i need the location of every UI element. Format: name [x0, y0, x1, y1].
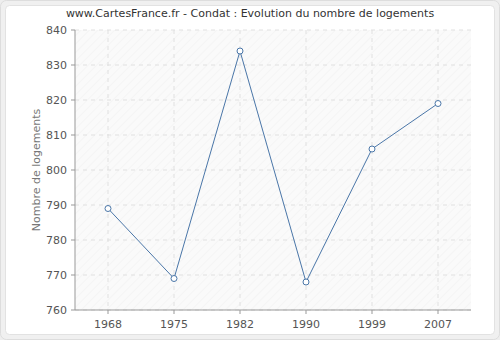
x-tick-label: 1975 [160, 318, 188, 331]
grid-line [75, 240, 471, 241]
y-tick-label: 840 [46, 24, 67, 37]
tick-mark [71, 205, 75, 206]
plot-hatch [75, 30, 471, 310]
plot-area [75, 30, 471, 310]
grid-line [75, 170, 471, 171]
tick-mark [71, 100, 75, 101]
x-tick-mark [240, 310, 241, 314]
tick-mark [71, 30, 75, 31]
grid-line-x [108, 30, 109, 310]
x-tick-label: 1999 [358, 318, 386, 331]
chart-svg: 760 770 780 790 800 810 820 830 840 1968 1975 1982 1… [0, 0, 500, 340]
title: www.CartesFrance.fr - Condat : Evolution… [66, 7, 435, 20]
grid-line [75, 100, 471, 101]
data-point [435, 101, 441, 107]
grid-line [75, 275, 471, 276]
series-line [108, 51, 438, 282]
grid-line [75, 205, 471, 206]
y-tick-label: 800 [46, 164, 67, 177]
data-point [369, 146, 375, 152]
y-tick-label: 790 [46, 199, 67, 212]
data-point [171, 276, 177, 282]
data-point [237, 48, 243, 54]
x-tick-mark [306, 310, 307, 314]
inner-frame [6, 6, 495, 335]
y-axis [75, 30, 76, 310]
x-axis [75, 310, 471, 311]
y-tick-label: 760 [46, 304, 67, 317]
grid-line [75, 30, 471, 31]
x-tick-label: 2007 [424, 318, 452, 331]
grid-line [75, 135, 471, 136]
tick-mark [71, 65, 75, 66]
x-tick-mark [438, 310, 439, 314]
tick-mark [71, 310, 75, 311]
grid-line-x [372, 30, 373, 310]
chart-container: 760 770 780 790 800 810 820 830 840 1968 1975 1982 1… [0, 0, 500, 340]
y-tick-label: 830 [46, 59, 67, 72]
grid-line-x [306, 30, 307, 310]
y-tick-label: 770 [46, 269, 67, 282]
x-tick-label: 1968 [94, 318, 122, 331]
grid-line-x [240, 30, 241, 310]
grid-line [75, 65, 471, 66]
series-group [105, 48, 441, 285]
data-point [105, 206, 111, 212]
tick-mark [71, 135, 75, 136]
x-tick-mark [372, 310, 373, 314]
grid-line-x [174, 30, 175, 310]
tick-mark [71, 240, 75, 241]
tick-mark [71, 170, 75, 171]
x-tick-mark [108, 310, 109, 314]
y-tick-label: 780 [46, 234, 67, 247]
y-tick-label: 810 [46, 129, 67, 142]
y-axis-label: Nombre de logements [30, 108, 43, 231]
background [1, 1, 500, 340]
x-tick-label: 1990 [292, 318, 320, 331]
x-tick-label: 1982 [226, 318, 254, 331]
data-point [303, 279, 309, 285]
grid-line-x [438, 30, 439, 310]
y-tick-label: 820 [46, 94, 67, 107]
grid-line [75, 310, 471, 311]
x-tick-mark [174, 310, 175, 314]
tick-mark [71, 275, 75, 276]
